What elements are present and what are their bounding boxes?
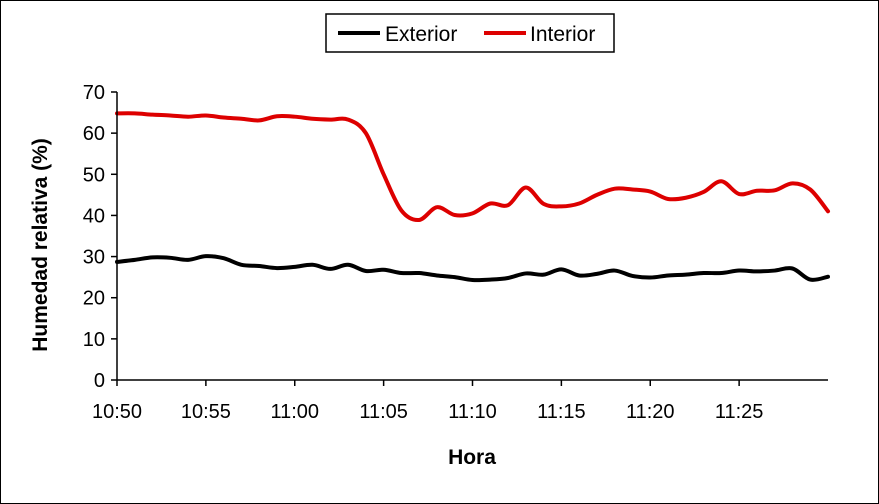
x-tick-label-10:55: 10:55 xyxy=(181,401,231,423)
y-tick-label-20: 20 xyxy=(83,288,105,310)
y-tick-label-50: 50 xyxy=(83,164,105,186)
x-tick-label-11:10: 11:10 xyxy=(448,401,497,423)
y-axis-ticks: 0 10 20 30 40 50 60 70 xyxy=(83,82,117,392)
y-tick-label-70: 70 xyxy=(83,82,105,104)
x-tick-label-11:15: 11:15 xyxy=(537,401,586,423)
legend-label-interior: Interior xyxy=(530,23,595,46)
y-tick-label-40: 40 xyxy=(83,205,105,227)
x-tick-label-11:25: 11:25 xyxy=(715,401,764,423)
x-axis-ticks: 10:50 10:55 11:00 11:05 11:10 11:15 11:20 11:25 xyxy=(92,380,763,423)
series-line-exterior xyxy=(115,254,830,283)
legend: Exterior Interior xyxy=(325,13,615,53)
y-axis-title: Humedad relativa (%) xyxy=(29,138,52,352)
legend-label-exterior: Exterior xyxy=(385,23,457,46)
series-layer xyxy=(115,111,830,283)
y-tick-label-0: 0 xyxy=(94,370,105,392)
x-tick-label-11:20: 11:20 xyxy=(626,401,675,423)
x-tick-label-11:00: 11:00 xyxy=(270,401,319,423)
y-tick-label-10: 10 xyxy=(83,329,105,351)
series-line-interior xyxy=(115,111,830,223)
x-tick-label-11:05: 11:05 xyxy=(359,401,408,423)
x-axis-title: Hora xyxy=(448,446,496,469)
y-tick-label-30: 30 xyxy=(83,247,105,269)
y-tick-label-60: 60 xyxy=(83,123,105,145)
x-tick-label-10:50: 10:50 xyxy=(92,401,142,423)
